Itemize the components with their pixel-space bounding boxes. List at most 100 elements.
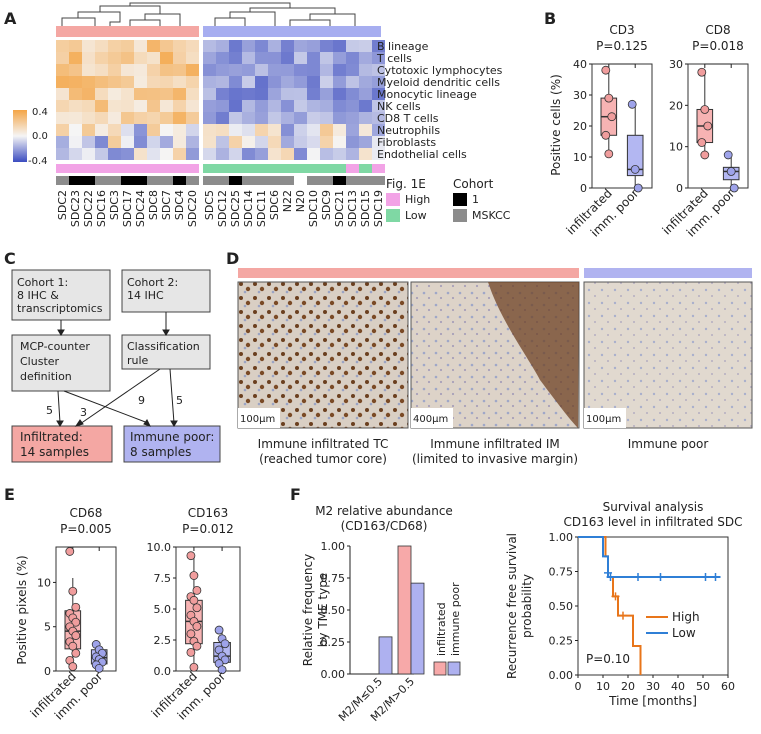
cohort1-box: [11, 269, 111, 321]
heatmap-cell: [108, 124, 121, 136]
heatmap-cell: [134, 124, 147, 136]
heatmap-cell: [320, 136, 333, 148]
flow-arrows: [56, 312, 178, 427]
heatmap-cell: [307, 124, 320, 136]
cohort-annotation-cell: [121, 176, 134, 185]
cohort-annotation-cell: [229, 176, 242, 185]
heatmap-cell: [320, 40, 333, 52]
data-point: [214, 625, 224, 635]
y-tick-label: 20: [573, 120, 587, 133]
heatmap-cell: [203, 124, 216, 136]
heatmap-cell: [320, 100, 333, 112]
heatmap-cell: [147, 100, 160, 112]
y-tick-label: 1.00: [549, 531, 574, 544]
data-point: [633, 183, 643, 193]
legend-label: Low: [672, 626, 696, 640]
cohort-annotation-cell: [359, 176, 372, 185]
heatmap-cell: [229, 124, 242, 136]
heatmap-cell: [268, 136, 281, 148]
heatmap-column-label: SDC7: [160, 190, 173, 220]
cohort-annotation-cell: [372, 176, 385, 185]
heatmap-cell: [108, 40, 121, 52]
legend-label: infiltrated: [435, 602, 448, 656]
heatmap-cells: [56, 40, 385, 160]
scalebar-bg-3: [584, 408, 626, 428]
heatmap-cell: [95, 88, 108, 100]
heatmap-cell: [160, 136, 173, 148]
data-point: [726, 167, 736, 176]
heatmap-cell: [255, 148, 268, 160]
x-tick-label: 10: [596, 680, 610, 693]
mcp-counter-box: [11, 334, 111, 392]
heatmap-cell: [134, 136, 147, 148]
heatmap-cell: [372, 52, 385, 64]
heatmap-cell: [333, 124, 346, 136]
heatmap-cell: [346, 88, 359, 100]
p-value: P=0.012: [182, 522, 234, 536]
cohort-annotation-cell: [320, 176, 333, 185]
heatmap-cell: [229, 40, 242, 52]
heatmap-cell: [82, 76, 95, 88]
cohort-annotation-cell: [173, 176, 186, 185]
plot-frame: [577, 536, 729, 676]
text-line: Survival analysis: [603, 500, 704, 514]
significance-bracket: [193, 546, 223, 551]
x-tick-label: 0: [575, 680, 582, 693]
x-tick-label: 60: [721, 680, 735, 693]
heatmap-cell: [359, 100, 372, 112]
heatmap-cell: [147, 136, 160, 148]
cohort2-box: [121, 269, 211, 313]
data-point: [607, 112, 617, 122]
heatmap-cell: [268, 88, 281, 100]
dendrogram-branch: [129, 19, 161, 26]
y-tick-label: 0.75: [549, 566, 574, 579]
y-tick-label: 0: [580, 182, 587, 195]
heatmap-cell: [320, 88, 333, 100]
heatmap-cell: [294, 88, 307, 100]
data-point: [186, 551, 196, 561]
heatmap-cell: [160, 112, 173, 124]
heatmap-row-label: NK cells: [377, 100, 421, 113]
heatmap-cell: [108, 64, 121, 76]
data-point: [65, 547, 75, 556]
heatmap-cell: [108, 148, 121, 160]
box-body: [626, 134, 644, 177]
cohort-annotation-cell: [216, 176, 229, 185]
heatmap-column-label: N22: [281, 190, 294, 212]
significance-bracket: [608, 63, 636, 68]
arrow-count-3: 9: [138, 394, 145, 407]
heatmap-cell: [95, 52, 108, 64]
invasive-margin-infiltrate: [488, 282, 579, 428]
cohort-annotation-cell: [281, 176, 294, 185]
heatmap-cell: [281, 40, 294, 52]
heatmap-cell: [242, 52, 255, 64]
immune-poor-box-text: Immune poor: 8 samples: [130, 430, 214, 459]
panel-label-d: D: [226, 249, 239, 268]
y-tick-label: 2.5: [154, 634, 172, 647]
p-value: P=0.005: [60, 522, 112, 536]
heatmap-cell: [147, 148, 160, 160]
heatmap-column-label: SDC15: [359, 190, 372, 227]
data-point: [220, 639, 230, 649]
y-axis-label: Relative frequencyby TME type: [301, 554, 330, 666]
heatmap-cell: [333, 52, 346, 64]
cohort2-text: Cohort 2: 14 IHC: [127, 276, 178, 302]
data-point: [604, 93, 614, 103]
heatmap-cell: [56, 112, 69, 124]
data-point: [700, 150, 710, 160]
heatmap-column-label: SDC13: [346, 190, 359, 227]
heatmap-cell: [255, 112, 268, 124]
y-tick-label: 0.25: [321, 636, 346, 649]
heatmap-cell: [134, 88, 147, 100]
plot-title: CD68: [70, 506, 103, 520]
fig1e-annotation-cell: [121, 164, 134, 173]
plot-title: CD3: [609, 23, 634, 37]
heatmap-cell: [203, 76, 216, 88]
text-line: rule: [127, 354, 149, 367]
heatmap-cell: [134, 64, 147, 76]
infiltrated-group-bar: [238, 268, 579, 278]
heatmap-cell: [186, 52, 199, 64]
heatmap-cell: [82, 100, 95, 112]
x-tick-label: 20: [621, 680, 635, 693]
